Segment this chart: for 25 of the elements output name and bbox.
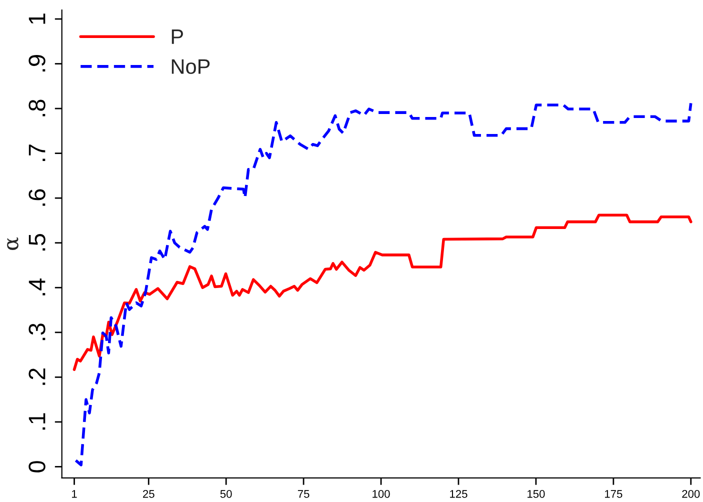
x-tick-label: 100: [372, 490, 390, 498]
y-axis-title: α: [7, 237, 18, 250]
x-tick-label: 175: [605, 490, 622, 498]
x-tick-label: 25: [143, 490, 154, 498]
y-tick-label: 0: [28, 461, 46, 472]
y-tick-label: .4: [28, 278, 46, 296]
legend-label: NoP: [172, 59, 210, 74]
line-series: [72, 214, 692, 371]
y-tick-label: .9: [28, 55, 46, 72]
legend-label: P: [172, 30, 183, 44]
y-tick-label: .2: [28, 368, 46, 385]
x-tick-label: 75: [298, 490, 310, 498]
x-tick-label: 125: [450, 490, 468, 498]
y-tick-label: 1: [28, 14, 46, 24]
y-tick-label: .7: [28, 144, 46, 161]
x-tick-label: 1: [72, 490, 77, 498]
y-tick-label: .1: [28, 413, 46, 430]
y-tick-label: .6: [28, 189, 46, 206]
line-series: [74, 102, 692, 466]
y-tick-label: .3: [28, 324, 46, 340]
y-tick-label: .5: [28, 234, 46, 251]
x-tick-label: 50: [220, 490, 232, 498]
y-tick-label: .8: [28, 100, 46, 116]
x-tick-label: 200: [682, 490, 700, 498]
x-tick-label: 150: [528, 490, 545, 498]
